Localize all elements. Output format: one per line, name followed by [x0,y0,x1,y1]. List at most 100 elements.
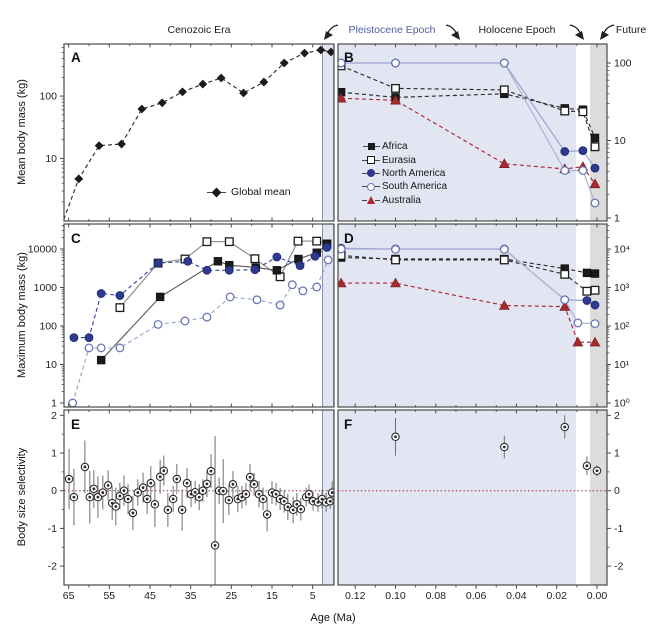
data-point-dot [101,491,105,494]
y-axis-title-row3-text: Body size selectivity [16,447,28,547]
data-point-dot [244,492,248,496]
y-tick-label: 1 [614,213,620,225]
data-point-dot [209,469,213,473]
data-point-dot [193,490,197,494]
data-point-circle-open [578,166,588,175]
panel-frame [337,409,608,586]
data-point-dot [585,464,589,468]
data-point-dot [153,502,157,506]
y-tick-label: 1 [614,448,620,460]
data-point-square-open [115,303,125,313]
data-point-square-open [590,142,600,152]
data-point-square-open [293,236,303,246]
data-point-dot [502,445,506,449]
y-tick-label: -2 [48,561,57,573]
future-band [590,224,607,407]
y-tick-label: 10³ [614,282,630,294]
data-point-dot [291,508,295,512]
data-point-triangle [338,277,347,288]
data-point-circle-open [84,343,94,353]
data-point-diamond [117,139,126,149]
y-tick-label: 1000 [34,282,58,294]
data-point-diamond [157,98,167,108]
data-point-circle [560,147,570,156]
y-tick-label: 1 [51,398,57,410]
legend-item-africa: Africa [360,140,447,153]
data-point-dot [88,495,92,499]
data-point-circle [310,251,320,261]
legend-item-africa-label: Africa [382,141,408,153]
data-point-dot [227,498,231,502]
data-point-dot [248,475,252,479]
data-point-circle-open [338,244,346,254]
data-point-dot [185,481,189,485]
data-point-dot [131,511,135,515]
panel-letter-c: C [71,231,81,246]
africa-square-icon [360,143,382,151]
data-point-circle [295,261,305,271]
data-point-dot [145,497,149,501]
y-axis-title-row2-text: Maximum body mass (kg) [16,252,28,378]
data-point-dot [136,491,140,494]
data-point-square-open [391,83,400,93]
y-tick-label: 10 [614,135,626,147]
data-point-triangle [498,158,510,168]
south-america-circle-icon [360,182,382,191]
data-point-diamond [326,47,334,57]
data-point-circle-open [573,318,583,328]
data-point-dot [106,484,110,487]
pleistocene-band [338,224,576,407]
data-point-dot [316,500,320,504]
series-line-eurasia [119,240,328,308]
x-tick-label: 15 [266,590,278,602]
data-point-triangle [589,178,601,189]
data-point-circle-open [560,166,570,175]
data-point-dot [158,475,162,479]
data-point-square [155,292,165,302]
era-label-holocene: Holocene Epoch [478,24,556,36]
data-point-dot [122,489,126,493]
eurasia-square-icon [360,156,382,165]
data-point-triangle [498,300,510,310]
data-point-dot [171,497,175,501]
data-point-diamond [74,174,84,184]
data-point-circle-open [225,292,235,302]
x-tick-label: 65 [63,590,75,602]
data-point-circle-open [391,244,400,254]
x-tick-label: 0.02 [546,590,567,602]
y-tick-label: 0 [51,485,57,497]
panel-b: 1 10 100 [337,43,632,225]
data-point-circle-open [287,280,297,290]
data-point-square-open [578,107,588,117]
data-point-circle-open [180,316,190,326]
y-tick-label: -2 [614,561,623,573]
data-point-triangle [589,336,601,347]
data-point-square-open [391,255,400,265]
data-point-dot [295,502,299,506]
legend-item-eurasia: Eurasia [360,153,447,166]
data-point-square-open [560,269,570,279]
y-tick-label: 10 [45,153,57,165]
data-point-triangle [572,336,584,347]
data-point-dot [213,543,217,547]
era-arrow-holocene-right [569,24,584,40]
y-tick-label: 100 [39,91,57,103]
data-point-circle-open [96,343,106,353]
x-tick-label: 25 [225,590,237,602]
data-point-circle [115,291,125,300]
data-point-dot [118,494,122,498]
data-point-circle [202,265,212,275]
data-point-square-open [312,236,322,246]
y-tick-label: 1 [51,448,57,460]
data-point-dot [286,505,290,509]
x-axis-title: Age (Ma) [310,612,356,624]
era-arrow-pleistocene-left [324,24,339,40]
data-point-square [590,269,600,278]
panel-d: 10⁰ 10¹ 10² 10³ 10⁴ [337,223,630,410]
y-tick-label: 10¹ [614,359,630,371]
data-point-diamond [94,141,104,151]
data-point-diamond [137,104,147,114]
x-tick-label: 0.04 [506,590,527,602]
panel-letter-e: E [71,417,81,432]
y-tick-label: -1 [48,523,57,535]
